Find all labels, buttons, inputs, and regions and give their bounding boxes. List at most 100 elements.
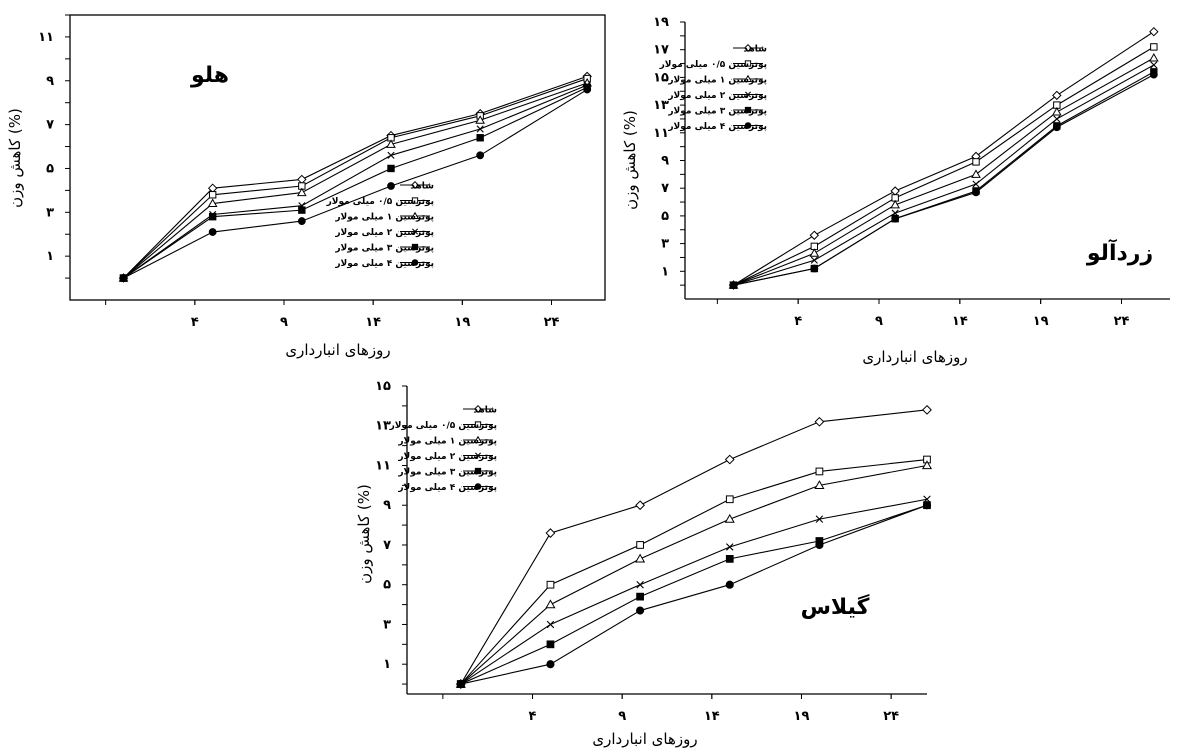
y-axis-label: کاهش وزن (%): [6, 108, 24, 208]
data-point: [546, 640, 555, 649]
data-point: [636, 606, 645, 615]
x-tick-label: ۱۹: [1033, 314, 1049, 329]
data-point: [972, 188, 980, 197]
x-tick-label: ۹: [618, 709, 626, 724]
legend-label: پوترسین ۰/۵ میلی مولار: [659, 60, 767, 70]
y-tick-label: ۱۱: [38, 30, 54, 45]
series-line: [460, 498, 928, 685]
data-point: [476, 134, 484, 142]
data-point: [297, 174, 307, 185]
legend-label: پوترسین ۴ میلی مولار: [667, 122, 767, 132]
y-tick-label: ۱۷: [653, 43, 669, 58]
y-tick-label: ۳: [46, 205, 54, 220]
legend-label: پوترسین ۲ میلی مولار: [667, 91, 767, 101]
data-point: [971, 169, 981, 178]
data-point: [546, 620, 555, 629]
data-point: [922, 404, 932, 415]
series-line: [733, 46, 1155, 286]
y-tick-label: ۱۱: [375, 458, 391, 473]
data-point: [725, 555, 734, 563]
data-point: [815, 540, 824, 550]
data-point: [636, 592, 644, 601]
chart-panel-gilas: ۱ ۳ ۵ ۷ ۹ ۱۱ ۱۳ ۱۵ ۴ ۹ ۱۴ ۱۹ ۲۴ روزهای انبارداری کاهش …: [345, 374, 935, 756]
y-tick-label: ۵: [383, 578, 391, 593]
legend-marker: [411, 228, 419, 235]
data-point: [1149, 26, 1159, 37]
y-tick-label: ۱۱: [653, 126, 669, 141]
data-point: [546, 580, 555, 589]
series-1: [455, 404, 932, 689]
data-point: [386, 139, 396, 148]
legend-marker: [474, 452, 482, 459]
series-line: [460, 504, 928, 685]
data-point: [296, 187, 307, 197]
series-4: [457, 495, 931, 688]
series-line: [460, 409, 928, 685]
data-point: [814, 416, 825, 427]
data-point: [972, 180, 980, 188]
legend-marker: [411, 243, 419, 251]
y-tick-label: ۱۳: [375, 419, 391, 434]
legend-label: پوترسین ۳ میلی مولار: [334, 244, 434, 254]
data-point: [810, 256, 818, 264]
data-point: [545, 599, 556, 609]
legend-marker: [743, 74, 753, 82]
data-point: [1150, 61, 1158, 69]
legend-marker: [744, 106, 752, 114]
legend-marker: [410, 211, 420, 219]
x-tick-label: ۱۹: [794, 709, 810, 724]
x-tick-label: ۱۹: [454, 315, 470, 330]
y-axis-label: کاهش وزن (%): [355, 484, 373, 584]
y-tick-label: ۷: [46, 118, 54, 133]
legend: شاهد پوترسین ۰/۵ میلی مولار پوترسین ۱ میلی…: [659, 43, 767, 132]
legend-marker: [473, 404, 483, 414]
data-point: [724, 454, 735, 465]
x-tick-label: ۲۴: [1114, 314, 1130, 329]
y-tick-label: ۹: [46, 74, 54, 89]
line-chart-helo: ۱ ۳ ۵ ۷ ۹ ۱۱ ۴ ۹ ۱۴ ۱۹ ۲۴ روزهای انبارداری کاهش وزن …: [6, 14, 606, 359]
x-tick-label: ۲۴: [883, 709, 899, 724]
x-axis-label: روزهای انبارداری: [285, 341, 390, 359]
data-point: [298, 206, 306, 214]
data-point: [208, 212, 217, 221]
series-line: [460, 464, 928, 685]
x-tick-label: ۱۴: [365, 315, 381, 330]
y-tick-label: ۱: [661, 264, 669, 279]
legend-label: شاهد: [410, 182, 434, 192]
legend-marker: [743, 43, 753, 53]
series-3: [118, 77, 593, 282]
legend-marker: [474, 467, 482, 475]
legend-marker: [744, 122, 752, 129]
data-point: [545, 528, 556, 538]
data-point: [476, 125, 484, 133]
data-point: [726, 543, 734, 551]
series-line: [460, 458, 928, 685]
data-point: [815, 467, 824, 476]
data-point: [725, 495, 734, 504]
data-point: [387, 151, 395, 159]
data-point: [921, 460, 933, 470]
legend-label: پوترسین ۴ میلی مولار: [334, 259, 434, 269]
series-6: [456, 501, 932, 689]
series-6: [119, 85, 592, 282]
y-tick-label: ۳: [661, 237, 669, 252]
data-point: [208, 228, 217, 236]
data-point: [119, 274, 128, 282]
data-point: [815, 515, 824, 523]
x-tick-label: ۱۴: [704, 709, 720, 724]
legend-label: پوترسین ۰/۵ میلی مولار: [326, 197, 434, 207]
series-line: [123, 89, 588, 279]
series-line: [123, 82, 588, 279]
data-point: [809, 248, 820, 257]
legend-marker: [474, 483, 482, 490]
chart-panel-helo: ۱ ۳ ۵ ۷ ۹ ۱۱ ۴ ۹ ۱۴ ۱۹ ۲۴ روزهای انبارداری کاهش وزن …: [0, 0, 610, 370]
legend: شاهد پوترسین ۰/۵ میلی مولار پوترسین ۱ میلی…: [389, 404, 497, 493]
data-point: [635, 500, 646, 511]
legend-marker: [474, 421, 482, 428]
data-point: [1052, 123, 1061, 132]
legend-label: شاهد: [473, 406, 497, 416]
data-point: [546, 660, 555, 669]
legend-label: پوترسین ۳ میلی مولار: [667, 107, 767, 117]
series-line: [733, 64, 1155, 286]
